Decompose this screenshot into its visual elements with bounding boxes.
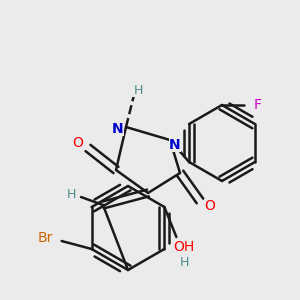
Bar xyxy=(36,231,55,245)
Text: O: O xyxy=(73,136,83,150)
Text: O: O xyxy=(205,199,215,213)
Text: H: H xyxy=(180,256,189,269)
Bar xyxy=(178,256,190,270)
Text: F: F xyxy=(254,98,262,112)
Bar xyxy=(65,187,77,201)
Bar xyxy=(132,83,144,97)
Text: H: H xyxy=(66,188,76,200)
Text: N: N xyxy=(112,122,124,136)
Bar xyxy=(112,122,124,136)
Bar xyxy=(252,98,264,112)
Text: N: N xyxy=(169,138,181,152)
Bar xyxy=(169,138,181,152)
Bar xyxy=(175,240,194,254)
Text: H: H xyxy=(133,83,143,97)
Text: Br: Br xyxy=(38,231,53,245)
Bar xyxy=(204,199,216,213)
Bar xyxy=(72,136,84,150)
Text: OH: OH xyxy=(174,240,195,254)
